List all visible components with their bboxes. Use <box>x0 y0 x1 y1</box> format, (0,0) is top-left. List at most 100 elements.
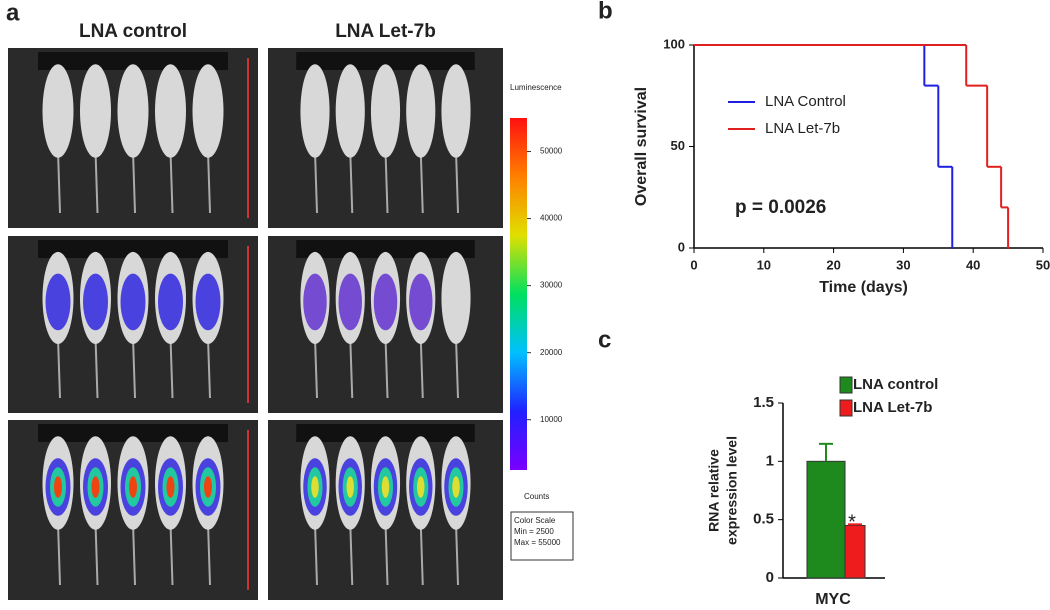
y-tick-label: 0 <box>678 239 685 254</box>
legend-swatch <box>839 376 853 394</box>
panel-label: a <box>6 0 20 26</box>
mouse-tail <box>384 522 389 586</box>
signal <box>54 476 62 498</box>
signal <box>195 273 221 331</box>
bar <box>844 525 866 579</box>
colorbar-tick-label: 20000 <box>540 348 563 357</box>
mouse <box>441 251 471 344</box>
mouse-tail <box>132 337 136 399</box>
mouse-tail <box>57 337 61 399</box>
x-tick-label: 40 <box>966 257 980 272</box>
mouse-tail <box>94 150 99 214</box>
scale-box-text: Max = 55000 <box>514 538 561 547</box>
colorbar-tick-label: 40000 <box>540 214 563 223</box>
signal <box>416 476 425 498</box>
mouse-tail <box>94 337 99 399</box>
mouse-tail <box>207 522 211 586</box>
holder <box>296 424 475 442</box>
x-tick-label: 20 <box>826 257 840 272</box>
y-tick-label: 0 <box>766 569 774 586</box>
signal <box>303 273 327 331</box>
x-axis-label: Time (days) <box>819 279 908 296</box>
mouse <box>300 64 330 158</box>
mouse-tail <box>384 150 389 214</box>
panel-label: c <box>598 326 611 353</box>
y-tick-label: 0.5 <box>753 511 774 528</box>
x-tick-label: 50 <box>1036 257 1050 272</box>
mouse <box>441 64 471 158</box>
bar <box>806 460 846 579</box>
signal <box>381 476 390 498</box>
mouse-tail <box>132 522 136 586</box>
mouse <box>155 64 186 158</box>
mouse-tail <box>419 337 424 399</box>
mouse-tail <box>349 150 354 214</box>
mouse-tail <box>314 150 318 214</box>
signal <box>346 476 355 498</box>
scale-box-text: Color Scale <box>514 516 556 525</box>
signal <box>338 273 362 331</box>
x-tick-label: 10 <box>757 257 771 272</box>
legend-label: LNA control <box>853 376 938 393</box>
mouse-tail <box>169 522 174 586</box>
mouse-tail <box>314 522 318 586</box>
holder <box>296 52 475 70</box>
y-axis-label: Overall survival <box>633 87 650 206</box>
mouse-tail <box>349 337 354 399</box>
panel-label: b <box>598 0 613 24</box>
mouse-tail <box>169 150 174 214</box>
mouse-tail <box>384 337 389 399</box>
mouse <box>117 64 149 158</box>
mouse-tail <box>207 150 211 214</box>
x-tick-label: 30 <box>896 257 910 272</box>
scale-box <box>510 511 574 561</box>
mouse-tail <box>132 150 136 214</box>
x-tick-label: 0 <box>690 257 697 272</box>
column-title: LNA control <box>79 21 187 42</box>
signal <box>204 476 212 498</box>
colorbar-tick-label: 50000 <box>540 147 563 156</box>
holder <box>38 424 228 442</box>
signal <box>452 476 460 498</box>
colorbar-units: Counts <box>524 492 549 501</box>
mouse-tail <box>57 150 61 214</box>
y-tick-label: 50 <box>671 138 685 153</box>
signal <box>311 476 319 498</box>
signal <box>166 476 175 498</box>
mouse-tail <box>455 522 459 586</box>
y-tick-label: 1.5 <box>753 394 774 411</box>
legend-label: LNA Let-7b <box>853 399 932 416</box>
mouse <box>80 64 111 158</box>
signal <box>45 273 71 331</box>
y-axis-label: RNA relative <box>706 449 722 532</box>
signal <box>373 273 398 331</box>
x-tick-label: MYC <box>815 591 851 608</box>
annotation: p = 0.0026 <box>735 197 826 218</box>
mouse-tail <box>419 150 424 214</box>
signal <box>129 476 137 498</box>
y-axis-label: expression level <box>724 436 740 545</box>
colorbar-tick-label: 30000 <box>540 281 563 290</box>
column-title: LNA Let-7b <box>335 21 436 42</box>
legend-label: LNA Let-7b <box>765 120 840 137</box>
mouse-tail <box>94 522 99 586</box>
holder <box>38 52 228 70</box>
signal <box>120 273 146 331</box>
holder <box>38 240 228 258</box>
mouse-tail <box>314 337 318 399</box>
y-tick-label: 100 <box>663 36 685 51</box>
mouse-tail <box>57 522 61 586</box>
annotation: * <box>848 511 856 533</box>
colorbar <box>510 118 527 470</box>
mouse <box>192 64 224 158</box>
mouse-tail <box>349 522 354 586</box>
mouse-tail <box>455 150 459 214</box>
holder <box>296 240 475 258</box>
signal <box>158 273 183 331</box>
mouse-tail <box>419 522 424 586</box>
signal <box>409 273 433 331</box>
scale-box-text: Min = 2500 <box>514 527 554 536</box>
mouse-tail <box>169 337 174 399</box>
